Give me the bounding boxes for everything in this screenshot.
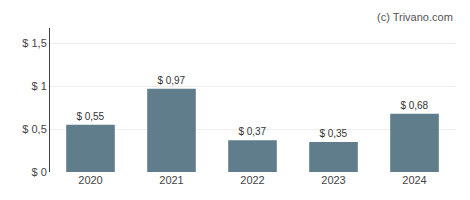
svg-text:$ 0,55: $ 0,55 [76, 111, 104, 122]
svg-text:2022: 2022 [240, 174, 264, 186]
svg-text:2023: 2023 [321, 174, 345, 186]
svg-text:$ 0,5: $ 0,5 [22, 123, 46, 135]
svg-text:(c) Trivano.com: (c) Trivano.com [377, 11, 453, 23]
svg-text:$ 1,5: $ 1,5 [22, 37, 46, 49]
svg-text:$ 0,97: $ 0,97 [157, 75, 185, 86]
svg-text:$ 0,37: $ 0,37 [238, 126, 266, 137]
svg-text:2024: 2024 [402, 174, 426, 186]
svg-text:$ 1: $ 1 [32, 80, 47, 92]
svg-text:2021: 2021 [159, 174, 183, 186]
svg-text:2020: 2020 [78, 174, 102, 186]
svg-text:$ 0,35: $ 0,35 [319, 128, 347, 139]
svg-text:$ 0,68: $ 0,68 [400, 100, 428, 111]
svg-text:$ 0: $ 0 [32, 166, 47, 178]
